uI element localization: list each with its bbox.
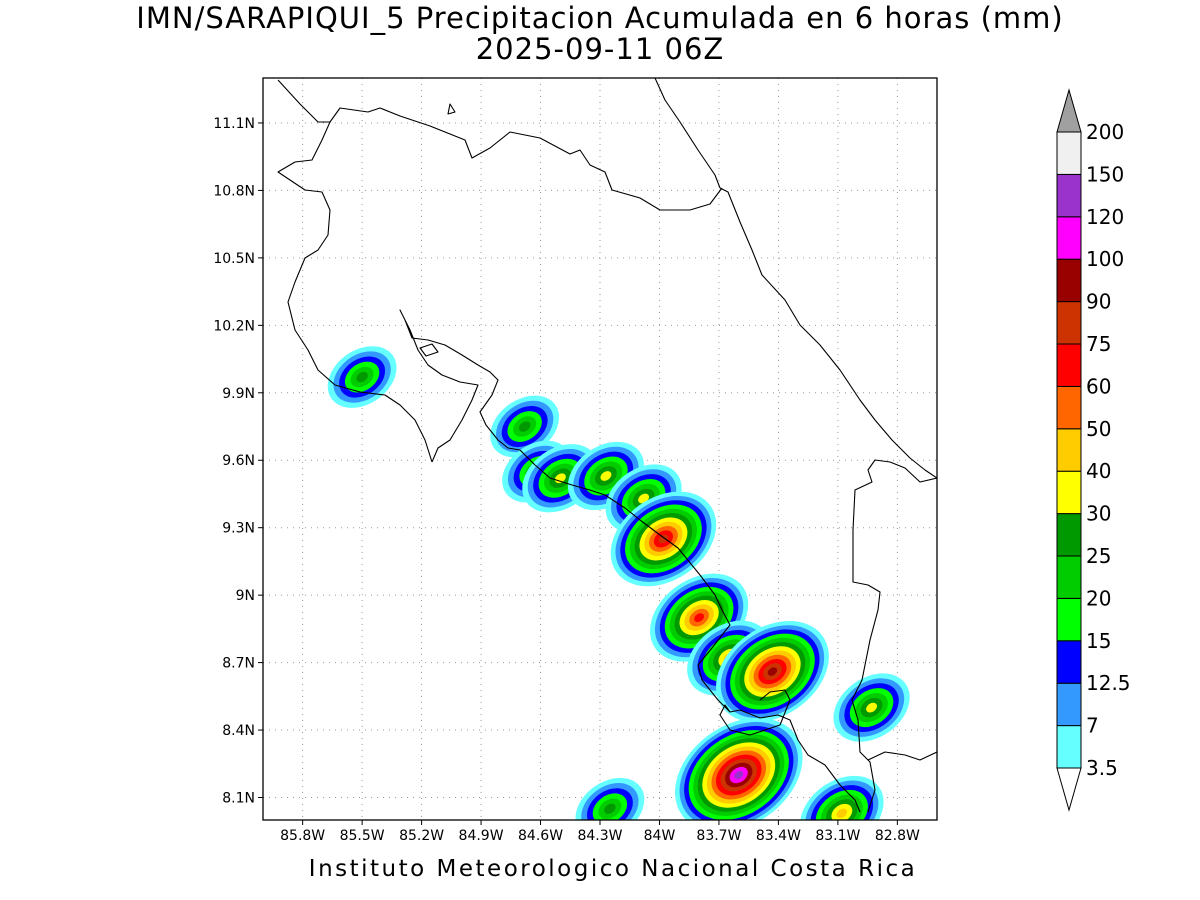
nicaragua-border [277,79,723,211]
colorbar-label-7: 50 [1086,417,1111,441]
nicoya-west-coast [277,121,433,463]
colorbar-underflow-triangle [1056,767,1082,812]
colorbar: 200 150 120 100 90 75 60 50 40 30 25 20 15 12.5 7 3.5 [1056,88,1131,812]
colorbar-segment-0 [1056,725,1082,769]
gulf-of-nicoya-coast [399,309,536,466]
colorbar-segment-7 [1056,428,1082,472]
panama-border [851,459,937,813]
colorbar-label-3: 100 [1086,247,1124,271]
colorbar-label-1: 150 [1086,162,1124,186]
lat-tick-label-6: 9.3N [222,521,255,537]
colorbar-segment-14 [1056,131,1082,175]
colorbar-label-5: 75 [1086,332,1111,356]
colorbar-segment-13 [1056,173,1082,218]
colorbar-label-8: 40 [1086,459,1111,483]
precipitation-field [327,346,910,820]
lon-tick-label-4: 84.6W [518,828,563,844]
colorbar-segment-12 [1056,216,1082,260]
pacific-coast-central [534,464,861,813]
colorbar-segment-6 [1056,470,1082,515]
osa-peninsula-coast [719,689,791,736]
colorbar-overflow-triangle [1056,88,1082,133]
precip-contour-1-5 [518,421,531,432]
costa-rica-caribbean-coast [719,187,937,479]
colorbar-segment-3 [1056,597,1082,642]
precip-cell-10 [833,673,910,742]
precip-cell-0 [327,346,397,408]
colorbar-segment-2 [1056,640,1082,684]
precip-contour-0-5 [356,371,368,383]
colorbar-label-2: 120 [1086,205,1124,229]
precip-cell-12 [575,777,645,820]
colorbar-label-10: 25 [1086,544,1111,568]
nicaragua-east-coast [654,78,721,189]
precip-contour-10-6 [866,702,878,713]
lon-tick-label-6: 84W [644,828,676,844]
chart-title: IMN/SARAPIQUI_5 Precipitacion Acumulada … [136,1,1064,35]
colorbar-label-4: 90 [1086,290,1111,314]
colorbar-label-14: 7 [1086,714,1099,738]
lat-tick-label-7: 9N [236,588,255,604]
colorbar-label-0: 200 [1086,120,1124,144]
latitude-axis-labels: 11.1N 10.8N 10.5N 10.2N 9.9N 9.6N 9.3N 9N 8.7N 8.… [213,116,263,807]
island-a [447,103,456,115]
lon-tick-label-8: 83.4W [756,828,801,844]
colorbar-label-11: 20 [1086,586,1111,610]
precip-contour-13-7 [836,808,848,818]
colorbar-segment-11 [1056,258,1082,303]
lat-tick-label-5: 9.6N [222,453,255,469]
colorbar-segment-5 [1056,513,1082,557]
island-b [419,343,439,357]
colorbar-label-15: 3.5 [1086,756,1118,780]
lat-tick-label-4: 9.9N [222,386,255,402]
colorbar-label-6: 60 [1086,374,1111,398]
precip-contour-4-6 [600,471,612,481]
lat-tick-label-9: 8.4N [222,723,255,739]
lat-tick-label-3: 10.2N [213,318,255,334]
precip-contour-9-11 [767,667,778,676]
lon-tick-label-9: 83.1W [815,828,860,844]
precip-contour-6-10 [658,534,669,544]
colorbar-segment-1 [1056,682,1082,727]
precip-cell-9 [716,621,829,723]
lat-tick-label-2: 10.5N [213,251,255,267]
colorbar-segment-4 [1056,555,1082,599]
panama-coast [867,751,937,761]
colorbar-segment-10 [1056,301,1082,345]
precip-contour-7-9 [694,613,705,623]
colorbar-label-13: 12.5 [1086,671,1131,695]
footer-credit: Instituto Meteorologico Nacional Costa R… [308,856,918,882]
precip-cell-11 [675,717,803,820]
lat-tick-label-1: 10.8N [213,183,255,199]
coastline-layer [277,78,937,813]
colorbar-label-9: 30 [1086,502,1111,526]
longitude-axis-labels: 85.8W 85.5W 85.2W 84.9W 84.6W 84.3W 84W 83.7W 83… [280,820,920,844]
colorbar-segment-9 [1056,343,1082,387]
colorbar-label-12: 15 [1086,629,1111,653]
precip-contour-12-5 [604,803,616,814]
lon-tick-label-3: 84.9W [459,828,504,844]
precip-cell-1 [490,395,560,458]
lon-tick-label-5: 84.3W [577,828,622,844]
lon-tick-label-0: 85.8W [280,828,325,844]
colorbar-segment-8 [1056,385,1082,430]
lat-tick-label-8: 8.7N [222,656,255,672]
precip-cell-13 [800,775,884,820]
lon-tick-label-7: 83.7W [696,828,741,844]
precip-contour-11-13 [734,770,744,780]
lat-tick-label-10: 8.1N [222,791,255,807]
chart-datetime: 2025-09-11 06Z [475,32,725,66]
lon-tick-label-10: 82.8W [875,828,920,844]
lon-tick-label-1: 85.5W [340,828,385,844]
lon-tick-label-2: 85.2W [399,828,444,844]
lat-tick-label-0: 11.1N [213,116,255,132]
